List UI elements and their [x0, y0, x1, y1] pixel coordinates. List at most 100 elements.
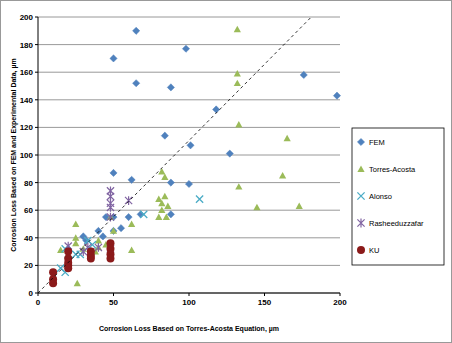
data-point — [140, 211, 147, 218]
data-point — [80, 247, 87, 256]
data-point — [117, 225, 124, 232]
data-point — [95, 227, 102, 234]
legend-label: Alonso — [369, 192, 392, 201]
y-tick-label: 180 — [20, 41, 34, 50]
data-point — [235, 183, 242, 189]
data-point — [234, 26, 241, 32]
x-tick-label: 200 — [333, 298, 347, 307]
data-point — [234, 80, 241, 86]
legend-label: Rasheeduzzafar — [369, 219, 424, 228]
data-point — [158, 168, 165, 174]
chart-frame — [1, 1, 452, 343]
y-axis — [38, 17, 39, 293]
data-point — [64, 248, 72, 256]
data-point — [128, 220, 135, 226]
data-point — [158, 207, 165, 213]
data-point — [284, 135, 291, 141]
grid-line — [38, 44, 340, 45]
data-point — [110, 169, 117, 176]
data-point — [95, 237, 102, 243]
data-point — [125, 196, 132, 205]
data-point — [133, 80, 140, 87]
legend-marker — [357, 219, 364, 228]
grid-line — [38, 293, 340, 294]
x-axis — [38, 293, 340, 294]
grid-line — [38, 72, 340, 73]
data-point — [161, 173, 168, 179]
data-point — [72, 234, 79, 240]
data-point — [167, 179, 174, 186]
data-point — [226, 150, 233, 157]
legend-label: FEM — [369, 138, 385, 147]
data-point — [333, 92, 340, 99]
data-point — [83, 237, 90, 244]
data-point — [300, 71, 307, 78]
data-point — [72, 220, 79, 226]
data-point — [234, 70, 241, 76]
grid-line — [38, 17, 340, 18]
grid-line — [38, 127, 340, 128]
data-point — [164, 202, 171, 208]
data-point — [296, 202, 303, 208]
y-tick-label: 40 — [24, 234, 33, 243]
data-point — [74, 280, 81, 286]
data-point — [253, 204, 260, 210]
reference-line — [38, 17, 311, 293]
legend-marker — [357, 192, 364, 199]
data-point — [128, 176, 135, 183]
data-point — [133, 27, 140, 34]
data-point — [167, 84, 174, 91]
y-axis-label: Corrosion Loss Based on FEM and Experime… — [10, 58, 18, 251]
y-tick-label: 160 — [20, 68, 34, 77]
grid-line — [38, 265, 340, 266]
data-point — [182, 45, 189, 52]
legend-label: Torres-Acosta — [369, 165, 416, 174]
legend: FEM Torres-Acosta Alonso Rasheeduzzafar KU — [352, 128, 444, 265]
data-point — [87, 255, 95, 263]
data-point — [213, 106, 220, 113]
legend-label: KU — [369, 246, 379, 255]
data-point — [155, 214, 162, 220]
legend-marker — [357, 246, 365, 254]
y-tick-label: 120 — [20, 123, 34, 132]
data-point — [187, 142, 194, 149]
data-point — [167, 211, 174, 218]
data-point — [99, 233, 106, 240]
y-tick-label: 80 — [24, 179, 33, 188]
data-point — [161, 132, 168, 139]
data-point — [128, 247, 135, 253]
x-tick-label: 100 — [182, 298, 196, 307]
y-tick-label: 0 — [29, 289, 34, 298]
legend-box — [352, 128, 444, 265]
data-point — [106, 255, 114, 263]
grid-line — [38, 99, 340, 100]
data-point — [110, 227, 117, 233]
data-point — [279, 172, 286, 178]
chart: 020406080100120140160180200050100150200C… — [0, 0, 452, 343]
x-axis-label: Corrosion Loss Based on Torres-Acosta Eq… — [99, 325, 279, 333]
x-tick-label: 50 — [109, 298, 118, 307]
plot-area — [38, 17, 341, 293]
y-tick-label: 100 — [20, 151, 34, 160]
data-point — [196, 196, 203, 203]
y-tick-label: 140 — [20, 96, 34, 105]
data-point — [163, 214, 170, 220]
data-point — [185, 180, 192, 187]
data-point — [110, 227, 117, 234]
y-tick-label: 20 — [24, 261, 33, 270]
data-point — [107, 203, 114, 212]
data-point — [125, 214, 132, 221]
data-point — [235, 121, 242, 127]
data-point — [110, 55, 117, 62]
data-point — [49, 279, 57, 287]
legend-marker — [357, 165, 364, 171]
legend-marker — [357, 138, 364, 145]
y-tick-label: 200 — [20, 13, 34, 22]
x-tick-label: 0 — [36, 298, 41, 307]
data-point — [158, 200, 165, 206]
data-point — [95, 243, 102, 252]
x-tick-label: 150 — [258, 298, 272, 307]
grid-line — [38, 155, 340, 156]
data-point — [161, 193, 168, 199]
data-point — [72, 240, 79, 246]
